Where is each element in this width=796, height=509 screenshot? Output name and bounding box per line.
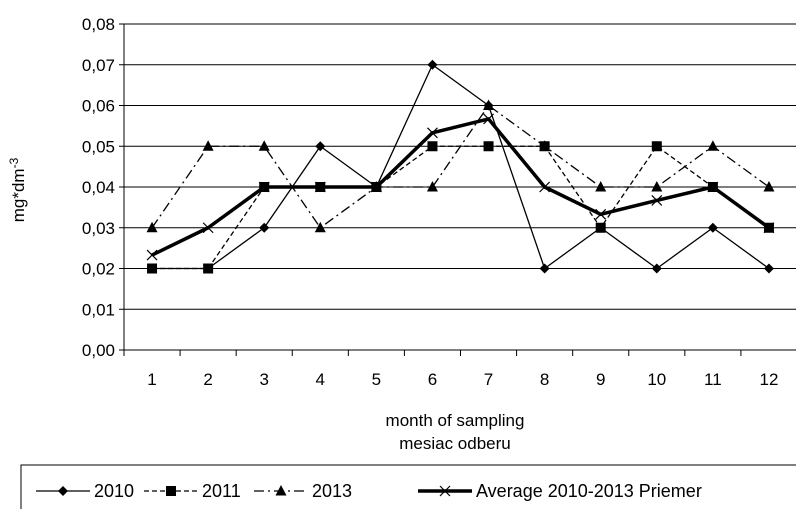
legend-entries: 2010 2011 2013 Average 2010-2013 Priemer: [36, 481, 702, 501]
legend-average: Average 2010-2013 Priemer: [418, 481, 702, 501]
series-2011-marker: [651, 141, 662, 152]
series-average-marker: [370, 181, 382, 193]
y-tick-label: 0,00: [82, 341, 115, 360]
series-2013-marker: [426, 181, 438, 192]
series-average-marker: [314, 181, 326, 193]
series-2010-marker: [707, 222, 718, 233]
series-2011-marker: [427, 141, 438, 152]
series-average: [146, 113, 775, 261]
series-2010-marker: [315, 141, 326, 152]
x-tick-label: 8: [540, 370, 549, 389]
x-tick-label: 7: [484, 370, 493, 389]
y-tick-label: 0,07: [82, 56, 115, 75]
series-2013-marker: [146, 221, 158, 233]
series-average-marker: [258, 181, 270, 193]
series-2013-marker: [595, 181, 607, 192]
legend: 2010 2011 2013 Average 2010-2013 Priemer: [20, 464, 796, 509]
series-2011-line: [152, 145, 770, 270]
series-average-marker: [146, 249, 158, 261]
series-average-marker: [427, 127, 438, 139]
series-average-marker: [483, 113, 494, 125]
series-average-marker: [539, 181, 551, 193]
series-2010-marker: [427, 59, 438, 70]
series-2011-marker: [595, 222, 606, 233]
x-tick-label: 4: [316, 370, 325, 389]
gridlines: [124, 23, 796, 310]
legend-average-label: Average 2010-2013 Priemer: [476, 481, 702, 501]
series-2013-marker: [651, 181, 663, 192]
legend-2011-label: 2011: [202, 481, 241, 501]
x-axis-title-line1: month of sampling: [386, 411, 525, 430]
y-tick-label: 0,01: [82, 300, 115, 319]
series-2011-marker: [203, 263, 214, 274]
legend-2013: 2013: [254, 481, 352, 501]
y-axis-title: mg*dm-3: [7, 157, 28, 222]
x-tick-label: 1: [147, 370, 156, 389]
x-tick-label: 5: [372, 370, 381, 389]
x-tick-labels: 1 2 3 4 5 6 7 8 9 10 11 12: [147, 370, 778, 389]
y-tick-label: 0,04: [82, 178, 115, 197]
series-average-marker: [707, 181, 719, 193]
series-average-marker: [202, 222, 214, 234]
y-tick-label: 0,03: [82, 219, 115, 238]
series-average-marker: [763, 222, 775, 234]
y-tick-labels: 0,00 0,01 0,02 0,03 0,04 0,05 0,06 0,07 0,08: [82, 15, 115, 360]
series-2010-line: [152, 64, 770, 270]
legend-2011-marker: [166, 486, 176, 496]
series-2013: [146, 99, 775, 233]
legend-2011: 2011: [144, 481, 241, 501]
series-2010-marker: [539, 263, 550, 274]
series-2013-marker: [314, 221, 326, 233]
series-average-marker: [651, 195, 663, 206]
series-2013-marker: [763, 181, 775, 192]
x-tick-label: 2: [203, 370, 212, 389]
series-lines: [146, 59, 775, 274]
legend-2013-label: 2013: [312, 481, 352, 501]
series-average-marker: [595, 208, 607, 220]
x-tick-label: 3: [259, 370, 268, 389]
series-2011-marker: [483, 141, 494, 152]
series-2011-marker: [147, 263, 158, 274]
legend-box: [20, 464, 796, 509]
y-tick-label: 0,06: [82, 97, 115, 116]
x-tick-label: 10: [647, 370, 666, 389]
series-2013-marker: [707, 140, 719, 151]
series-2011: [147, 141, 774, 274]
legend-2010-marker: [58, 486, 68, 496]
series-2013-marker: [483, 99, 495, 110]
x-tick-label: 11: [704, 370, 722, 389]
series-2013-marker: [202, 140, 214, 151]
x-tick-label: 9: [596, 370, 605, 389]
x-tick-label: 6: [428, 370, 437, 389]
y-tick-label: 0,02: [82, 260, 115, 279]
x-tick-label: 12: [759, 370, 778, 389]
series-2013-line: [151, 104, 770, 229]
x-axis-title-line2: mesiac odberu: [399, 434, 511, 453]
series-average-line: [151, 117, 770, 257]
legend-2010-label: 2010: [94, 481, 134, 501]
series-2010-marker: [259, 222, 270, 233]
axes: [119, 23, 796, 356]
series-2010: [147, 59, 774, 274]
legend-2010: 2010: [36, 481, 134, 501]
series-2010-marker: [651, 263, 662, 274]
series-2010-marker: [763, 263, 774, 274]
series-2013-marker: [258, 140, 270, 151]
y-tick-label: 0,05: [82, 137, 115, 156]
y-tick-label: 0,08: [82, 15, 115, 34]
legend-2013-marker: [275, 485, 287, 496]
legend-average-marker: [439, 485, 451, 497]
series-2013-marker: [539, 140, 551, 151]
